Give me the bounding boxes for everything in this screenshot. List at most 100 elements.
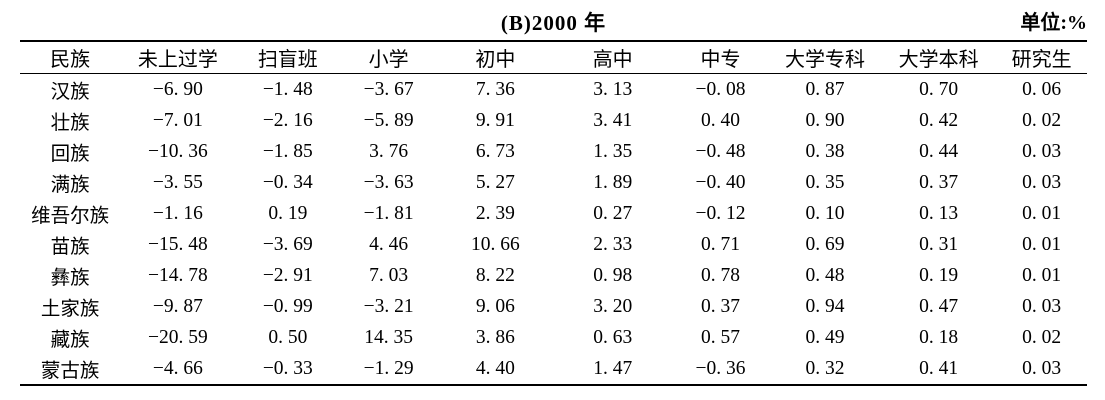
column-header: 大学专科	[785, 49, 866, 71]
table-cell: −0. 33	[262, 357, 313, 379]
column-header: 未上过学	[137, 49, 218, 71]
table-cell: −0. 36	[695, 357, 746, 379]
table-row: 回族 −10. 36 −1. 85 3. 76 6. 73 1. 35 −0. 48 0. 3…	[20, 136, 1087, 167]
table-row: 苗族 −15. 48 −3. 69 4. 46 10. 66 2. 33 0. 71 0. 6…	[20, 229, 1087, 260]
row-header-ethnicity: 土家族	[40, 299, 100, 320]
row-header-ethnicity: 维吾尔族	[31, 206, 110, 227]
table-cell: 4. 40	[475, 357, 515, 379]
table-cell: 0. 47	[919, 295, 959, 317]
table-cell: −3. 21	[363, 295, 414, 317]
table-cell: −1. 85	[262, 140, 313, 162]
table-cell: −3. 63	[363, 171, 414, 193]
panel-title: (B)2000 年	[500, 11, 607, 35]
table-cell: 0. 69	[805, 233, 845, 255]
table-cell: 0. 06	[1022, 78, 1062, 100]
table-cell: 3. 13	[593, 78, 633, 100]
table-body: 汉族 −6. 90 −1. 48 −3. 67 7. 36 3. 13 −0. 08 0. 8…	[20, 74, 1087, 386]
table-cell: 0. 87	[805, 78, 845, 100]
table-cell: −0. 34	[262, 171, 313, 193]
table-cell: 2. 33	[593, 233, 633, 255]
table-cell: 1. 35	[593, 140, 633, 162]
table-cell: 1. 89	[593, 171, 633, 193]
table-cell: 3. 20	[593, 295, 633, 317]
row-header-ethnicity: 满族	[50, 175, 90, 196]
table-cell: 0. 02	[1022, 109, 1062, 131]
row-header-ethnicity: 汉族	[50, 82, 90, 103]
table-cell: 0. 44	[919, 140, 959, 162]
table-cell: −3. 55	[152, 171, 203, 193]
table-cell: −0. 08	[695, 78, 746, 100]
table-cell: 3. 76	[369, 140, 409, 162]
column-header: 中专	[700, 49, 741, 71]
column-header: 初中	[475, 49, 516, 71]
table-cell: −1. 29	[363, 357, 414, 379]
table-cell: −0. 48	[695, 140, 746, 162]
table-cell: 0. 37	[700, 295, 740, 317]
table-cell: 0. 50	[268, 326, 308, 348]
table-cell: 0. 40	[700, 109, 740, 131]
table-cell: 0. 57	[700, 326, 740, 348]
table-cell: 3. 41	[593, 109, 633, 131]
row-header-ethnicity: 壮族	[50, 113, 90, 134]
row-header-ethnicity: 苗族	[50, 237, 90, 258]
table-cell: −2. 16	[262, 109, 313, 131]
row-header-ethnicity: 蒙古族	[40, 361, 100, 382]
table-cell: 0. 03	[1022, 357, 1062, 379]
table-row: 蒙古族 −4. 66 −0. 33 −1. 29 4. 40 1. 47 −0. 36 0. …	[20, 353, 1087, 385]
table-cell: −1. 81	[363, 202, 414, 224]
table-cell: −4. 66	[152, 357, 203, 379]
table-cell: 0. 71	[700, 233, 740, 255]
statistics-table: 民族 未上过学 扫盲班 小学 初中 高中 中专 大学专科 大学本科 研究生 汉族 −6. 90 −1.…	[20, 40, 1087, 386]
table-cell: −10. 36	[148, 140, 208, 162]
column-header: 小学	[368, 49, 409, 71]
table-row: 彝族 −14. 78 −2. 91 7. 03 8. 22 0. 98 0. 78 0. 48…	[20, 260, 1087, 291]
table-cell: 0. 41	[919, 357, 959, 379]
table-cell: 0. 03	[1022, 295, 1062, 317]
table-cell: 0. 78	[700, 264, 740, 286]
table-cell: −3. 67	[363, 78, 414, 100]
table-row: 壮族 −7. 01 −2. 16 −5. 89 9. 91 3. 41 0. 40 0. 90…	[20, 105, 1087, 136]
row-header-ethnicity: 彝族	[50, 268, 90, 289]
table-cell: 7. 36	[475, 78, 515, 100]
table-cell: 0. 03	[1022, 171, 1062, 193]
table-cell: −0. 99	[262, 295, 313, 317]
table-cell: 6. 73	[475, 140, 515, 162]
table-row: 维吾尔族 −1. 16 0. 19 −1. 81 2. 39 0. 27 −0. 12 0. …	[20, 198, 1087, 229]
table-cell: 0. 10	[805, 202, 845, 224]
table-cell: 2. 39	[475, 202, 515, 224]
table-cell: 14. 35	[364, 326, 414, 348]
table-cell: 0. 18	[919, 326, 959, 348]
table-cell: −14. 78	[148, 264, 208, 286]
table-cell: −1. 16	[152, 202, 203, 224]
table-cell: 0. 94	[805, 295, 845, 317]
table-cell: 9. 06	[475, 295, 515, 317]
table-cell: 0. 32	[805, 357, 845, 379]
table-row: 满族 −3. 55 −0. 34 −3. 63 5. 27 1. 89 −0. 40 0. 3…	[20, 167, 1087, 198]
table-cell: 0. 01	[1022, 264, 1062, 286]
table-cell: 0. 13	[919, 202, 959, 224]
table-cell: 0. 37	[919, 171, 959, 193]
unit-label: 单位:%	[1020, 12, 1087, 34]
table-cell: −0. 40	[695, 171, 746, 193]
row-header-ethnicity: 回族	[50, 144, 90, 165]
table-cell: 0. 19	[919, 264, 959, 286]
table-cell: 8. 22	[475, 264, 515, 286]
table-cell: 10. 66	[470, 233, 520, 255]
table-cell: 0. 03	[1022, 140, 1062, 162]
table-row: 土家族 −9. 87 −0. 99 −3. 21 9. 06 3. 20 0. 37 0. 9…	[20, 291, 1087, 322]
table-cell: 0. 02	[1022, 326, 1062, 348]
header-row: 民族 未上过学 扫盲班 小学 初中 高中 中专 大学专科 大学本科 研究生	[20, 41, 1087, 74]
table-cell: 0. 35	[805, 171, 845, 193]
table-cell: −15. 48	[148, 233, 208, 255]
column-header: 大学本科	[898, 49, 979, 71]
table-cell: 0. 31	[919, 233, 959, 255]
table-cell: 0. 70	[919, 78, 959, 100]
table-cell: 3. 86	[475, 326, 515, 348]
table-cell: 0. 90	[805, 109, 845, 131]
column-header: 民族	[50, 49, 91, 71]
table-cell: 0. 49	[805, 326, 845, 348]
table-cell: 0. 19	[268, 202, 308, 224]
table-cell: 9. 91	[475, 109, 515, 131]
table-row: 藏族 −20. 59 0. 50 14. 35 3. 86 0. 63 0. 57 0. 49…	[20, 322, 1087, 353]
table-cell: 0. 27	[593, 202, 633, 224]
